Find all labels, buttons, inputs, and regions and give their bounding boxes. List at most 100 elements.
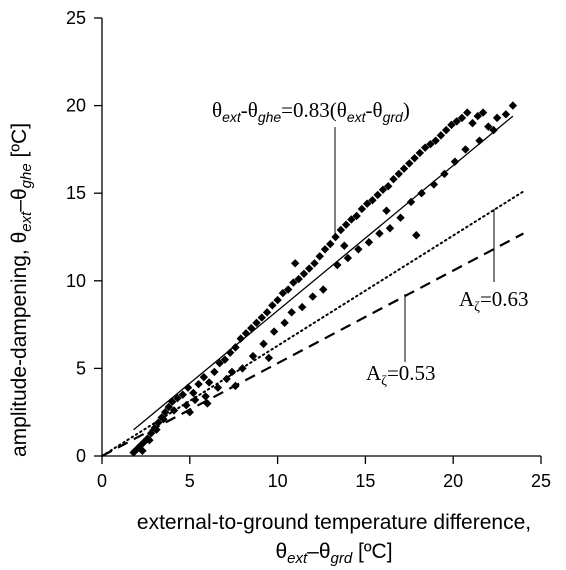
data-point [138, 446, 147, 455]
data-point [352, 211, 361, 221]
data-point [190, 395, 200, 405]
data-point [227, 367, 237, 377]
data-point [354, 245, 363, 254]
data-point [357, 204, 367, 214]
data-point [257, 313, 266, 322]
data-point [347, 215, 356, 224]
data-point [169, 406, 179, 415]
data-point [336, 225, 346, 235]
main-equation-label: θext-θghe=0.83(θext-θgrd) [212, 98, 410, 125]
data-point [185, 408, 194, 417]
data-point [431, 136, 440, 145]
data-point [299, 269, 309, 278]
y-tick-label: 15 [66, 183, 86, 203]
data-point [340, 241, 349, 250]
data-point [146, 429, 156, 438]
data-point [331, 232, 340, 242]
data-point [238, 364, 247, 373]
a053-label: Aζ=0.53 [366, 361, 436, 389]
data-point [373, 190, 382, 200]
data-point [203, 399, 212, 408]
data-point [489, 125, 498, 135]
data-point [441, 125, 451, 135]
y-tick-label: 10 [66, 271, 86, 291]
data-point [362, 199, 372, 208]
data-point [378, 185, 388, 194]
data-point [415, 148, 425, 158]
fit-line-solid [133, 115, 514, 431]
data-point [129, 448, 138, 457]
data-point [440, 169, 449, 179]
data-point [450, 157, 460, 166]
y-tick-label: 5 [76, 358, 86, 378]
data-point [341, 220, 351, 229]
data-point [468, 118, 477, 128]
data-points [129, 101, 518, 457]
data-point [201, 392, 210, 401]
data-point [315, 252, 324, 261]
data-point [429, 180, 439, 189]
data-point [394, 169, 403, 179]
data-point [389, 174, 398, 184]
x-axis-title-line1: external-to-ground temperature differenc… [137, 511, 531, 534]
data-point [463, 108, 472, 117]
ticks: 0 5 10 15 20 25 0 5 10 15 20 25 [66, 8, 551, 491]
data-point [178, 390, 187, 399]
y-axis-title: amplitude-dampening, θext–θghe [ºC] [8, 123, 35, 457]
x-axis-title-line2: θext–θgrd [ºC] [275, 540, 392, 567]
a063-label: Aζ=0.63 [459, 287, 529, 315]
data-point [241, 329, 251, 338]
data-point [268, 301, 277, 310]
data-point [152, 425, 161, 434]
axes [101, 18, 541, 457]
data-point [420, 143, 430, 152]
data-point [225, 348, 235, 357]
x-tick-label: 20 [443, 471, 463, 491]
x-tick-label: 0 [97, 471, 107, 491]
data-point [508, 101, 518, 110]
data-point [262, 308, 272, 317]
data-point [368, 196, 377, 205]
data-point [273, 295, 282, 305]
data-point [297, 302, 307, 312]
data-point [220, 355, 230, 364]
data-point [412, 231, 421, 240]
data-point [204, 378, 214, 387]
y-tick-label: 20 [66, 96, 86, 116]
data-point [189, 388, 198, 398]
data-point [410, 153, 419, 163]
data-point [305, 264, 314, 273]
data-point [364, 238, 374, 247]
y-tick-label: 0 [76, 446, 86, 466]
data-point [457, 113, 467, 123]
data-point [231, 343, 240, 352]
data-point [161, 408, 170, 417]
data-point [492, 113, 502, 123]
data-point [426, 139, 435, 149]
data-point [283, 285, 293, 294]
data-point [222, 374, 231, 384]
data-point [294, 274, 303, 284]
data-point [153, 418, 163, 427]
data-point [447, 120, 456, 130]
data-point [475, 136, 484, 145]
data-point [319, 285, 328, 294]
data-point [145, 436, 154, 445]
data-point [308, 292, 317, 301]
data-point [194, 379, 203, 389]
data-point [343, 253, 353, 263]
data-point [199, 372, 209, 382]
data-point [252, 318, 261, 328]
data-point [164, 402, 173, 412]
data-point [385, 224, 395, 233]
data-point [215, 358, 224, 368]
y-tick-label: 25 [66, 8, 86, 28]
data-point [213, 383, 223, 392]
data-point [333, 260, 342, 270]
data-point [159, 415, 168, 424]
data-point [259, 339, 268, 349]
data-point [326, 239, 335, 249]
data-point [236, 334, 245, 343]
